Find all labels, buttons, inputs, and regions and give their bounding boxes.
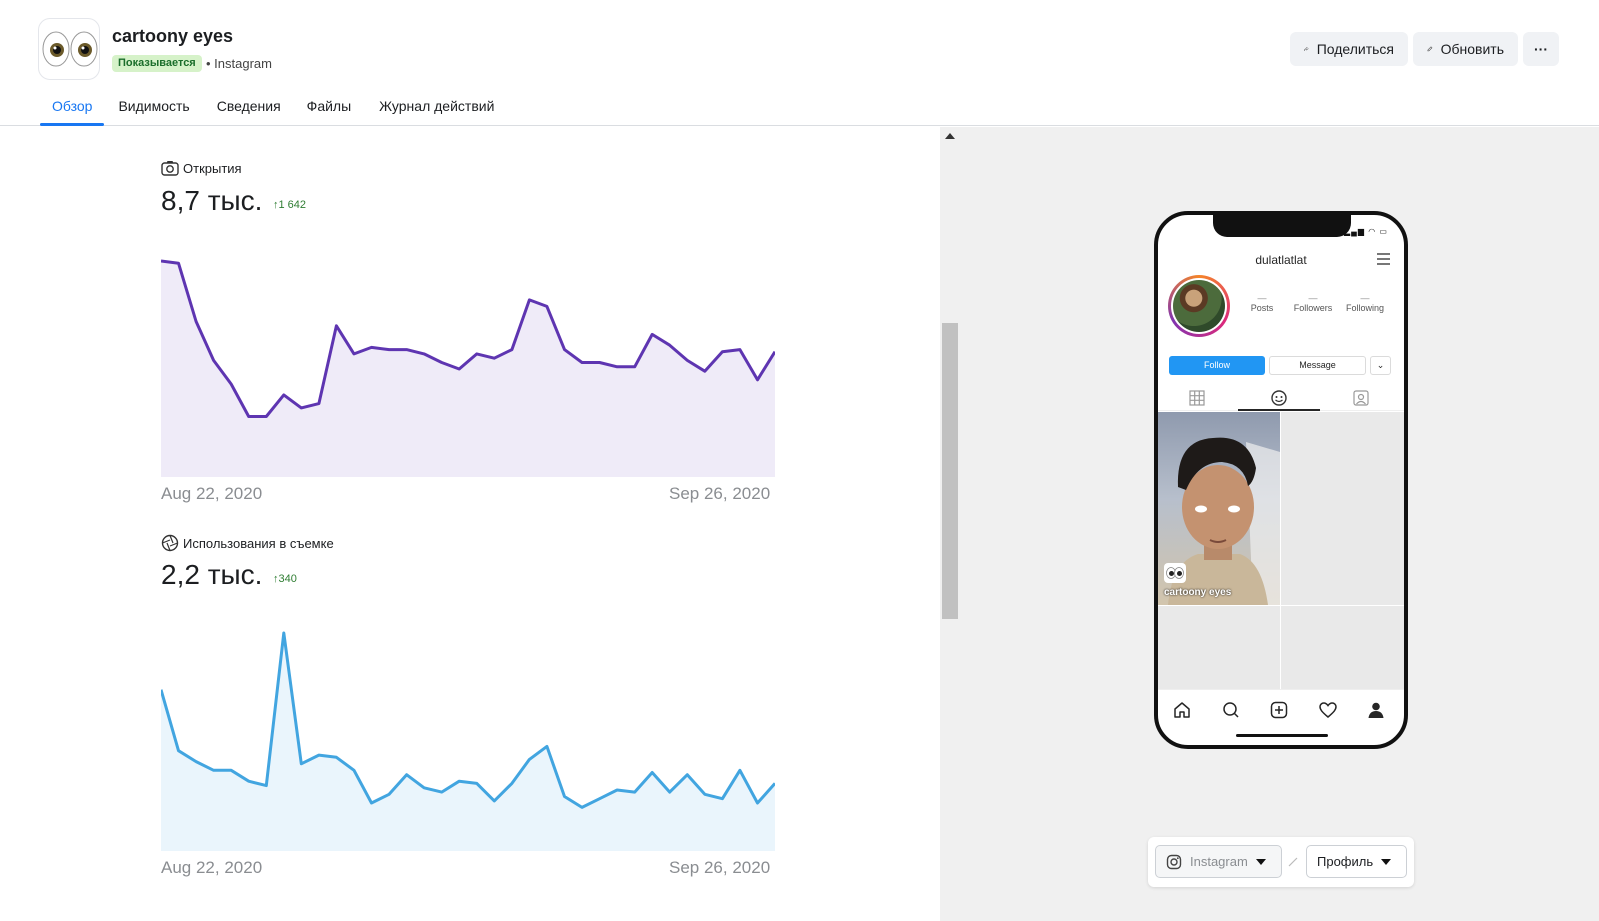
more-options-button[interactable]: ··· bbox=[1523, 32, 1559, 66]
stat-following: — Following bbox=[1337, 293, 1393, 313]
platform-label: • Instagram bbox=[206, 56, 272, 71]
effect-post-thumbnail: cartoony eyes bbox=[1158, 412, 1280, 605]
share-button[interactable]: Поделиться bbox=[1290, 32, 1408, 66]
scroll-up-arrow-icon[interactable] bbox=[945, 133, 955, 139]
view-select-value: Профиль bbox=[1317, 854, 1374, 869]
stat-posts: — Posts bbox=[1234, 293, 1290, 313]
tab-bar: Обзор Видимость Сведения Файлы Журнал де… bbox=[40, 96, 506, 126]
stat-followers-count: — bbox=[1308, 293, 1318, 303]
preview-controls: Instagram Профиль bbox=[1148, 837, 1414, 887]
stat-posts-count: — bbox=[1257, 293, 1267, 303]
avatar-photo bbox=[1173, 280, 1225, 332]
view-select[interactable]: Профиль bbox=[1306, 845, 1407, 878]
opens-delta: ↑1 642 bbox=[273, 199, 307, 211]
captures-label: Использования в съемке bbox=[161, 534, 334, 552]
profile-more-button: ⌄ bbox=[1370, 356, 1391, 375]
status-badge: Показывается bbox=[112, 55, 202, 72]
divider-slash-icon bbox=[1288, 857, 1298, 867]
chart-area-fill bbox=[161, 633, 775, 851]
effects-icon bbox=[1271, 390, 1287, 406]
tab-activity-log[interactable]: Журнал действий bbox=[379, 98, 495, 114]
chart-series-line bbox=[161, 259, 775, 418]
tab-overview[interactable]: Обзор bbox=[40, 96, 105, 126]
opens-x-start: Aug 22, 2020 bbox=[161, 484, 263, 503]
opens-chart bbox=[161, 259, 775, 477]
captures-x-start: Aug 22, 2020 bbox=[161, 858, 263, 877]
captures-x-end: Sep 26, 2020 bbox=[669, 858, 771, 877]
chart-series-line bbox=[161, 631, 775, 809]
post-caption: cartoony eyes bbox=[1164, 587, 1232, 598]
effect-icon bbox=[38, 18, 100, 80]
grid-cell-empty bbox=[1281, 412, 1404, 605]
share-label: Поделиться bbox=[1316, 41, 1394, 57]
opens-x-end: Sep 26, 2020 bbox=[669, 484, 771, 503]
profile-avatar bbox=[1168, 275, 1230, 337]
tab-details[interactable]: Сведения bbox=[216, 98, 281, 114]
tab-files[interactable]: Файлы bbox=[306, 98, 352, 114]
profile-username: dulatlatlat bbox=[1255, 253, 1307, 267]
instagram-icon bbox=[1166, 854, 1182, 869]
panel-scrollbar[interactable] bbox=[940, 127, 960, 921]
hamburger-menu-icon bbox=[1377, 253, 1390, 268]
captures-label-text: Использования в съемке bbox=[183, 535, 334, 551]
profile-tabs bbox=[1158, 385, 1404, 411]
captures-delta: ↑340 bbox=[273, 573, 297, 585]
platform-select-value: Instagram bbox=[1190, 854, 1248, 869]
caret-down-icon bbox=[1381, 858, 1392, 865]
ig-bottom-nav bbox=[1158, 689, 1404, 729]
add-post-icon bbox=[1270, 701, 1288, 719]
effect-badge-icon bbox=[1164, 563, 1186, 583]
home-indicator bbox=[1236, 734, 1328, 737]
camera-icon bbox=[161, 161, 179, 176]
tab-visibility[interactable]: Видимость bbox=[118, 98, 190, 114]
aperture-icon bbox=[161, 534, 179, 552]
preview-panel: ▂▄▆ ◠ ▭ dulatlatlat — Posts — Followers — F… bbox=[960, 127, 1599, 921]
insights-panel: Открытия 8,7 тыс. ↑1 642 Aug 22, 2020 Se… bbox=[0, 127, 940, 921]
grid-icon bbox=[1189, 390, 1205, 406]
update-label: Обновить bbox=[1440, 41, 1504, 57]
home-icon bbox=[1174, 702, 1190, 718]
update-button[interactable]: Обновить bbox=[1413, 32, 1518, 66]
chart-area-fill bbox=[161, 261, 775, 477]
grid-cell-empty bbox=[1158, 606, 1280, 689]
phone-preview: ▂▄▆ ◠ ▭ dulatlatlat — Posts — Followers — F… bbox=[1154, 211, 1408, 749]
stat-posts-label: Posts bbox=[1250, 303, 1274, 313]
opens-value: 8,7 тыс. bbox=[161, 185, 263, 216]
heart-icon bbox=[1319, 702, 1337, 718]
stat-followers: — Followers bbox=[1285, 293, 1341, 313]
header: cartoony eyes Показывается • Instagram П… bbox=[0, 0, 1599, 126]
platform-select[interactable]: Instagram bbox=[1155, 845, 1282, 878]
phone-notch bbox=[1213, 215, 1351, 237]
share-icon bbox=[1304, 47, 1309, 51]
search-icon bbox=[1223, 702, 1239, 718]
stat-followers-label: Followers bbox=[1293, 303, 1333, 313]
status-bar-icons: ▂▄▆ ◠ ▭ bbox=[1344, 227, 1388, 236]
tagged-icon bbox=[1353, 390, 1369, 406]
scroll-thumb[interactable] bbox=[942, 323, 958, 619]
effect-title: cartoony eyes bbox=[112, 26, 234, 46]
opens-label: Открытия bbox=[161, 160, 242, 176]
stat-following-count: — bbox=[1360, 293, 1370, 303]
follow-button: Follow bbox=[1169, 356, 1265, 375]
pencil-icon bbox=[1427, 46, 1433, 52]
captures-value: 2,2 тыс. bbox=[161, 559, 263, 590]
stat-following-label: Following bbox=[1345, 303, 1385, 313]
face-photo bbox=[1168, 437, 1280, 605]
caret-down-icon bbox=[1255, 858, 1266, 865]
captures-chart bbox=[161, 631, 775, 851]
message-button: Message bbox=[1269, 356, 1366, 375]
grid-cell-empty bbox=[1281, 606, 1404, 689]
profile-icon bbox=[1368, 702, 1384, 718]
opens-label-text: Открытия bbox=[183, 160, 242, 176]
active-tab-indicator bbox=[1238, 409, 1320, 411]
